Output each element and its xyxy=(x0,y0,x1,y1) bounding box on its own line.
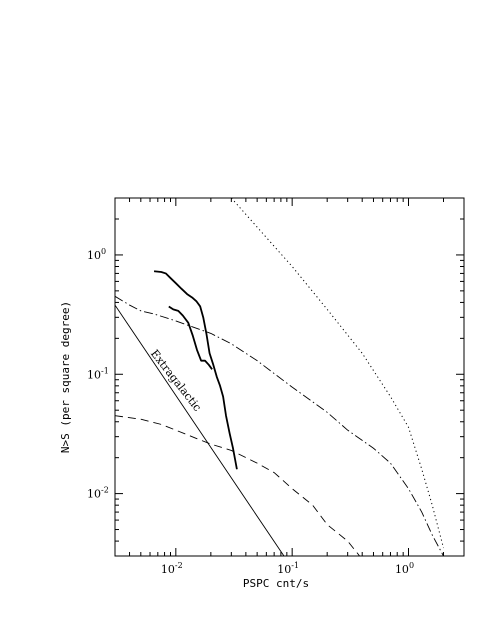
plot-frame xyxy=(114,197,465,557)
y-tick-label: 10-1 xyxy=(87,366,109,381)
series-group xyxy=(115,198,444,556)
x-tick-label: 10-1 xyxy=(277,561,299,576)
annotations: Extragalactic xyxy=(148,347,204,414)
axes-box xyxy=(114,197,465,557)
x-axis-label: PSPC cnt/s xyxy=(243,577,309,590)
series-line-3-solid-thin xyxy=(115,304,285,556)
y-tick-label: 100 xyxy=(87,247,106,262)
axis-ticks xyxy=(114,197,465,557)
extragalactic-annotation: Extragalactic xyxy=(148,347,204,414)
y-axis-label: N>S (per square degree) xyxy=(59,301,72,453)
series-line-1-solid-thick xyxy=(153,270,238,470)
y-tick-label: 10-2 xyxy=(87,486,109,501)
series-line-6-dashed xyxy=(115,415,360,556)
series-line-5-dash-dot xyxy=(115,295,444,556)
x-tick-label: 100 xyxy=(395,561,414,576)
x-tick-label: 10-2 xyxy=(161,561,183,576)
series-line-4-dotted xyxy=(230,198,444,549)
series-line-2-solid-thick xyxy=(168,305,213,370)
tick-labels: 10-2 10-1 100 10-2 10-1 100 xyxy=(87,247,414,576)
